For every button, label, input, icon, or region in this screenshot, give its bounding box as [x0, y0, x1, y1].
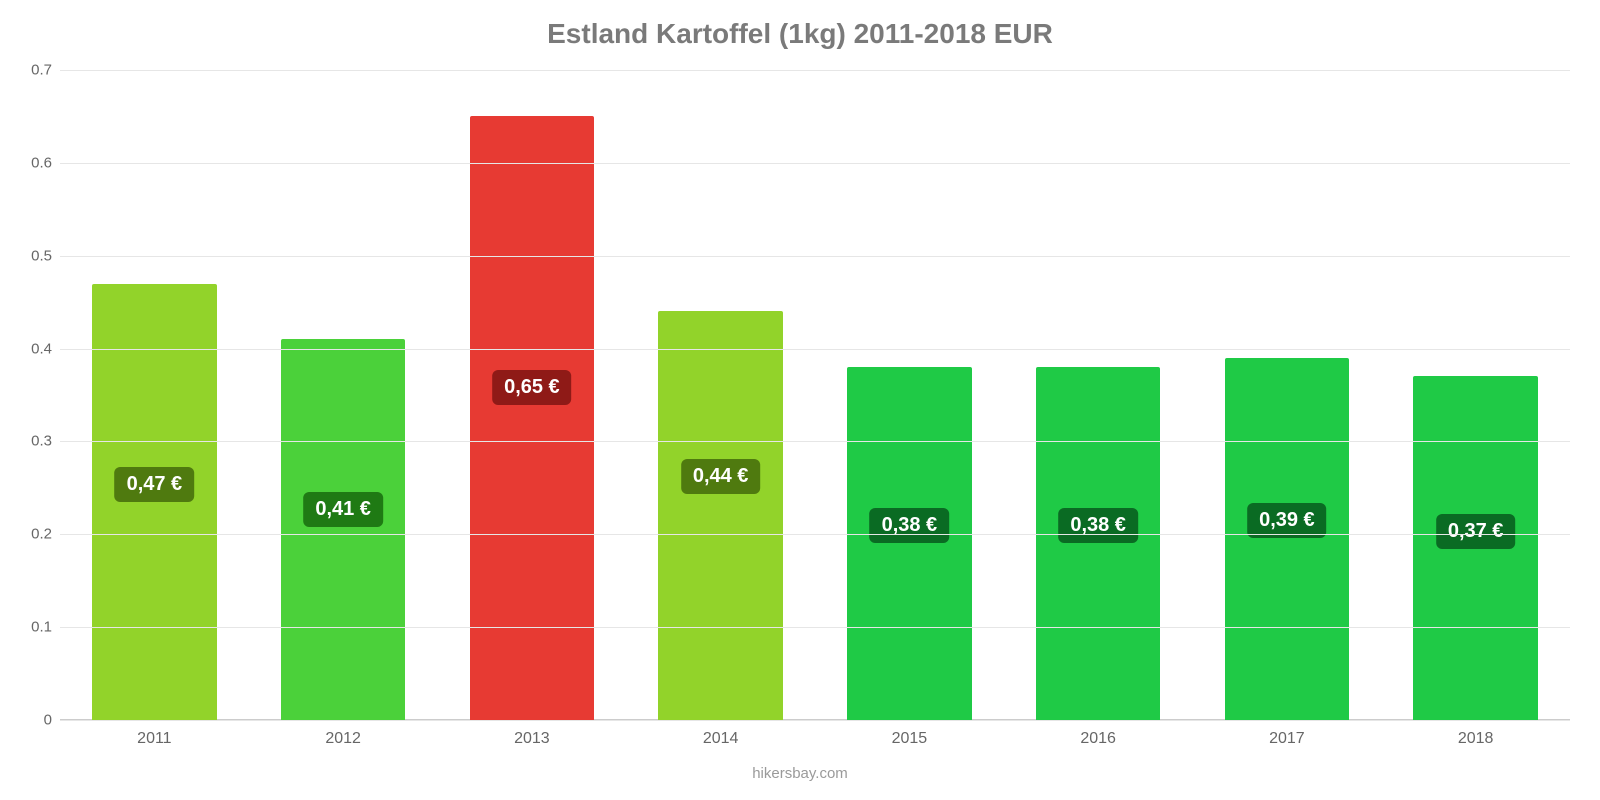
- bar-slot: 0,47 €2011: [60, 70, 249, 720]
- gridline: [60, 256, 1570, 257]
- bar: 0,38 €: [847, 367, 972, 720]
- value-badge: 0,38 €: [1058, 508, 1138, 543]
- y-tick-label: 0.1: [31, 619, 52, 636]
- bar: 0,44 €: [658, 311, 783, 720]
- value-badge: 0,39 €: [1247, 503, 1327, 538]
- gridline: [60, 163, 1570, 164]
- value-badge: 0,37 €: [1436, 514, 1516, 549]
- chart-title: Estland Kartoffel (1kg) 2011-2018 EUR: [0, 0, 1600, 50]
- x-tick-label: 2016: [1080, 730, 1116, 748]
- bar-slot: 0,38 €2016: [1004, 70, 1193, 720]
- y-tick-label: 0.6: [31, 154, 52, 171]
- bar: 0,65 €: [470, 116, 595, 720]
- value-badge: 0,65 €: [492, 370, 572, 405]
- gridline: [60, 720, 1570, 721]
- y-tick-label: 0.7: [31, 62, 52, 79]
- y-tick-label: 0: [44, 712, 52, 729]
- y-tick-label: 0.4: [31, 340, 52, 357]
- plot-area: 0,47 €20110,41 €20120,65 €20130,44 €2014…: [60, 70, 1570, 720]
- bars-group: 0,47 €20110,41 €20120,65 €20130,44 €2014…: [60, 70, 1570, 720]
- bar-slot: 0,37 €2018: [1381, 70, 1570, 720]
- value-badge: 0,38 €: [870, 508, 950, 543]
- x-tick-label: 2012: [325, 730, 361, 748]
- y-tick-label: 0.5: [31, 247, 52, 264]
- x-tick-label: 2015: [892, 730, 928, 748]
- attribution-text: hikersbay.com: [752, 765, 848, 782]
- x-tick-label: 2013: [514, 730, 550, 748]
- chart-container: Estland Kartoffel (1kg) 2011-2018 EUR 0,…: [0, 0, 1600, 800]
- bar-slot: 0,38 €2015: [815, 70, 1004, 720]
- bar: 0,39 €: [1225, 358, 1350, 720]
- bar-slot: 0,39 €2017: [1193, 70, 1382, 720]
- gridline: [60, 349, 1570, 350]
- value-badge: 0,47 €: [115, 467, 195, 502]
- value-badge: 0,44 €: [681, 459, 761, 494]
- x-tick-label: 2011: [137, 730, 171, 748]
- x-tick-label: 2017: [1269, 730, 1305, 748]
- bar: 0,41 €: [281, 339, 406, 720]
- y-tick-label: 0.3: [31, 433, 52, 450]
- gridline: [60, 441, 1570, 442]
- value-badge: 0,41 €: [303, 492, 383, 527]
- bar: 0,37 €: [1413, 376, 1538, 720]
- x-tick-label: 2018: [1458, 730, 1494, 748]
- gridline: [60, 534, 1570, 535]
- bar: 0,38 €: [1036, 367, 1161, 720]
- bar-slot: 0,44 €2014: [626, 70, 815, 720]
- x-tick-label: 2014: [703, 730, 739, 748]
- bar-slot: 0,41 €2012: [249, 70, 438, 720]
- bar-slot: 0,65 €2013: [438, 70, 627, 720]
- y-tick-label: 0.2: [31, 526, 52, 543]
- gridline: [60, 70, 1570, 71]
- gridline: [60, 627, 1570, 628]
